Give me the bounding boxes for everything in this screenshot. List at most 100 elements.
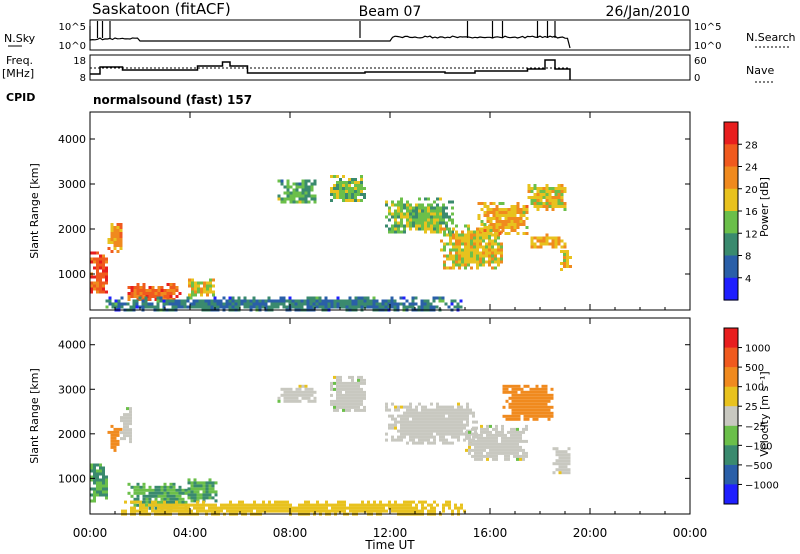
echo-cell-6 [406, 215, 409, 219]
echo-cell-7 [436, 429, 439, 433]
echo-cell-4 [214, 493, 218, 497]
echo-cell-10 [558, 453, 562, 457]
echo-cell-7 [457, 408, 460, 412]
echo-cell-7 [418, 420, 421, 424]
echo-cell-4 [187, 496, 191, 500]
echo-cell-0 [105, 278, 108, 282]
echo-cell-7 [467, 242, 470, 246]
echo-cell-7 [424, 420, 427, 424]
echo-cell-12 [357, 302, 361, 306]
echo-cell-6 [424, 230, 427, 234]
echo-cell-12 [174, 305, 178, 309]
echo-cell-4 [292, 191, 296, 195]
echo-cell-12 [423, 302, 427, 306]
echo-cell-12 [171, 299, 175, 303]
echo-cell-1 [110, 223, 114, 226]
echo-cell-11 [457, 509, 460, 513]
echo-cell-12 [453, 299, 457, 303]
echo-cell-7 [436, 417, 439, 421]
echo-cell-11 [337, 503, 340, 507]
echo-cell-9 [536, 236, 540, 240]
echo-cell-12 [261, 302, 265, 306]
echo-cell-8 [477, 439, 480, 443]
echo-cell-5 [336, 187, 339, 190]
echo-cell-10 [539, 190, 543, 193]
x-tick-label: 04:00 [173, 526, 208, 540]
echo-cell-12 [240, 299, 244, 303]
echo-cell-12 [393, 299, 397, 303]
echo-cell-12 [273, 299, 277, 303]
echo-cell-7 [464, 248, 467, 252]
echo-cell-9 [548, 242, 552, 246]
echo-cell-12 [321, 305, 325, 309]
echo-cell-8 [504, 433, 507, 437]
echo-cell-7 [455, 236, 458, 240]
echo-cell-12 [435, 305, 439, 309]
echo-cell-7 [403, 426, 406, 430]
echo-cell-7 [439, 417, 442, 421]
echo-cell-1 [113, 226, 117, 229]
echo-cell-7 [394, 426, 397, 430]
echo-cell-5 [348, 187, 351, 190]
freq-right-tick-bottom: 0 [694, 73, 700, 84]
echo-cell-6 [391, 224, 394, 228]
echo-cell-10 [530, 190, 534, 193]
frequency-trace [90, 59, 571, 80]
echo-cell-7 [406, 411, 409, 415]
echo-cell-7 [461, 254, 464, 258]
echo-cell-12 [111, 305, 115, 309]
echo-cell-12 [144, 302, 148, 306]
echo-cell-11 [349, 506, 352, 510]
echo-cell-7 [466, 405, 469, 409]
echo-cell-5 [301, 396, 305, 400]
echo-cell-9 [547, 399, 551, 403]
echo-cell-3 [169, 488, 173, 492]
echo-cell-7 [463, 438, 466, 442]
time-axis: 00:00 04:00 08:00 12:00 16:00 20:00 00:00 [73, 112, 707, 540]
echo-cell-1 [116, 442, 120, 446]
echo-cell-11 [298, 509, 301, 513]
echo-cell-6 [436, 203, 439, 207]
echo-cell-12 [135, 302, 139, 306]
echo-cell-2 [157, 289, 161, 292]
echo-cell-3 [142, 485, 146, 489]
echo-cell-6 [400, 224, 403, 228]
echo-cell-6 [339, 393, 342, 397]
echo-cell-10 [542, 202, 546, 205]
echo-cell-0 [93, 266, 96, 270]
echo-cell-11 [175, 503, 178, 507]
echo-cell-6 [442, 209, 445, 213]
echo-cell-12 [273, 302, 277, 306]
echo-cell-2 [148, 298, 152, 301]
echo-cell-11 [286, 509, 289, 513]
echo-cell-10 [536, 193, 540, 196]
echo-cell-8 [516, 226, 520, 229]
echo-cell-8 [501, 208, 505, 211]
echo-cell-12 [201, 305, 205, 309]
echo-cell-11 [133, 500, 136, 504]
colorbar-segment [724, 406, 738, 427]
echo-cell-7 [418, 429, 421, 433]
echo-cell-7 [467, 224, 470, 228]
echo-cell-9 [550, 411, 554, 415]
echo-cell-6 [360, 399, 363, 403]
echo-cell-7 [461, 248, 464, 252]
echo-cell-7 [482, 254, 485, 258]
echo-cell-6 [451, 230, 454, 234]
echo-cell-7 [400, 423, 403, 427]
echo-cell-7 [491, 248, 494, 252]
echo-cell-3 [206, 287, 209, 291]
echo-cell-9 [526, 405, 530, 409]
echo-cell-11 [334, 509, 337, 513]
echo-cell-6 [333, 387, 336, 391]
echo-cell-11 [229, 506, 232, 510]
echo-cell-11 [280, 500, 283, 504]
echo-cell-11 [337, 500, 340, 504]
echo-cell-11 [334, 503, 337, 507]
echo-cell-11 [388, 500, 391, 504]
echo-cell-8 [510, 451, 513, 455]
echo-cell-9 [508, 405, 512, 409]
echo-cell-7 [409, 414, 412, 418]
echo-cell-2 [142, 292, 146, 295]
echo-cell-12 [456, 302, 460, 306]
